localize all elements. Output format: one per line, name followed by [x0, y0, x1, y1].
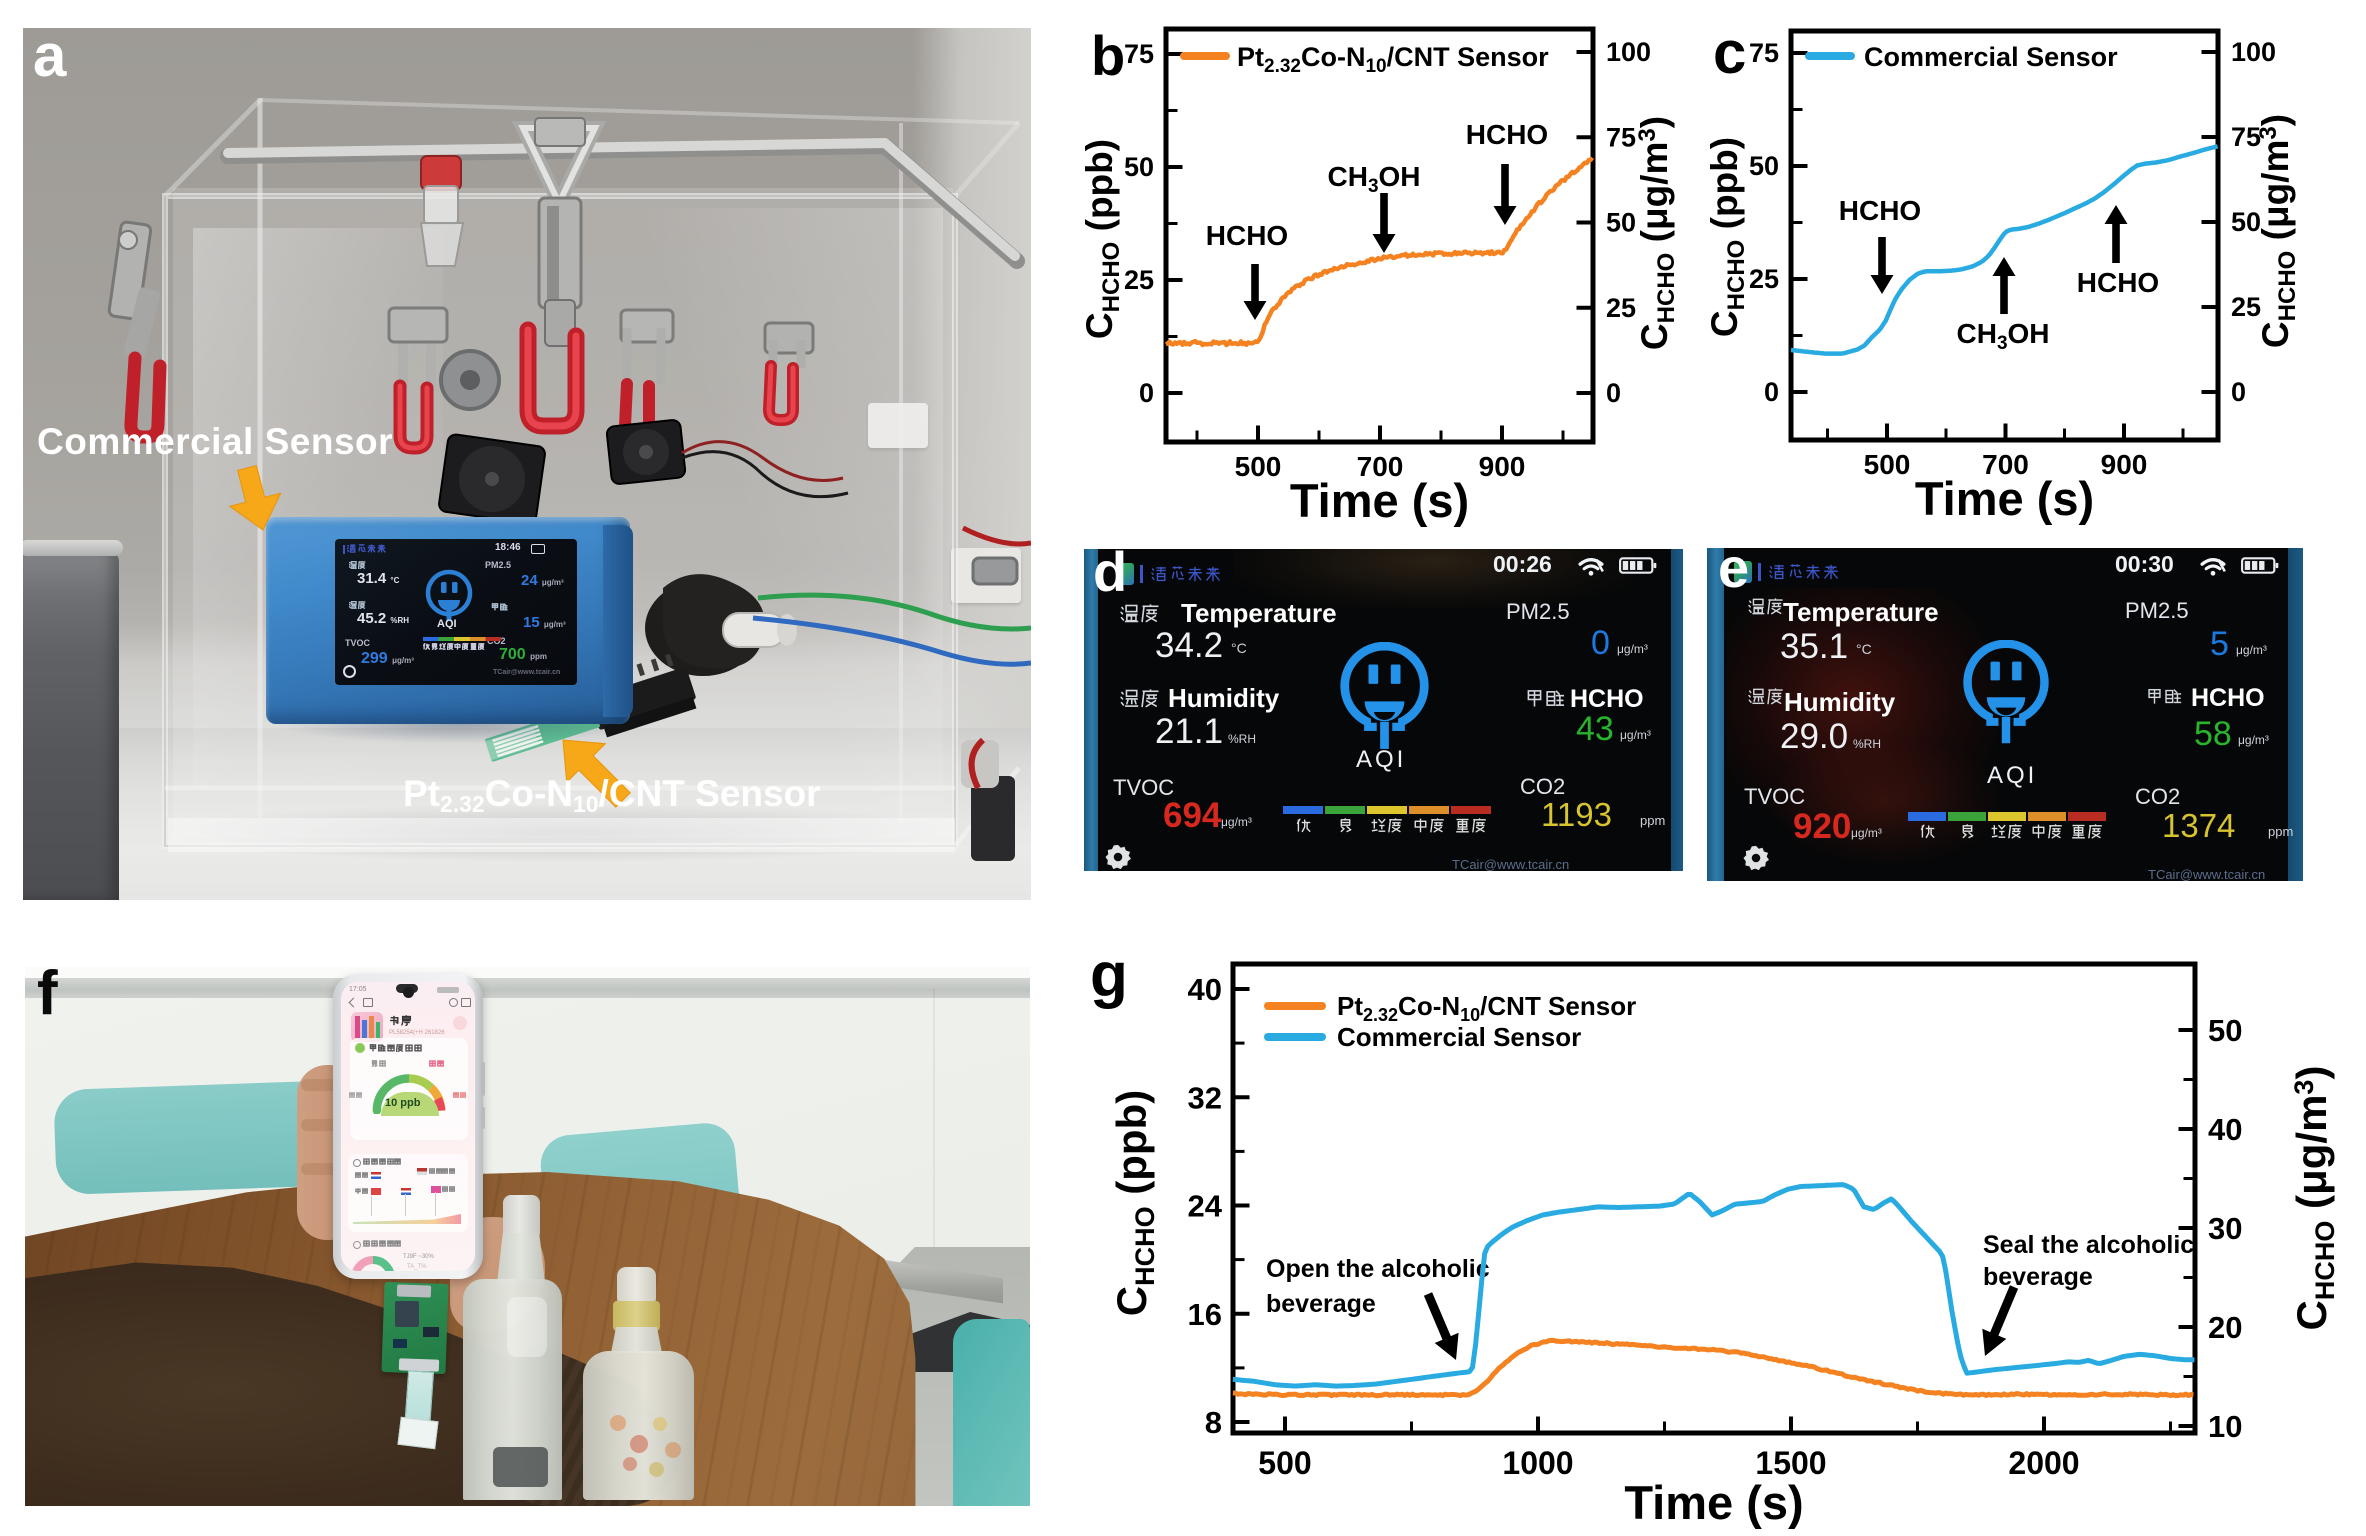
svg-text:Seal the alcoholic: Seal the alcoholic	[1983, 1231, 2194, 1259]
svg-text:Pt2.32Co-N10/CNT Sensor: Pt2.32Co-N10/CNT Sensor	[1237, 42, 1549, 77]
svg-text:50: 50	[2231, 207, 2261, 237]
svg-text:900: 900	[1479, 451, 1526, 482]
svg-text:75: 75	[1606, 122, 1636, 152]
svg-text:Time (s): Time (s)	[1624, 1476, 1803, 1529]
svg-text:25: 25	[2231, 292, 2261, 322]
svg-text:CHCHO (ppb): CHCHO (ppb)	[1079, 139, 1125, 339]
svg-text:Open the alcoholic: Open the alcoholic	[1266, 1255, 1490, 1283]
svg-text:50: 50	[2208, 1013, 2242, 1048]
svg-text:0: 0	[1606, 378, 1621, 408]
svg-text:10: 10	[2208, 1409, 2242, 1444]
svg-text:30: 30	[2208, 1211, 2242, 1246]
svg-text:g: g	[1090, 941, 1128, 1010]
svg-text:HCHO: HCHO	[1839, 195, 1921, 226]
svg-text:CHCHO (μg/m3): CHCHO (μg/m3)	[1634, 116, 1680, 350]
svg-text:0: 0	[1764, 377, 1779, 407]
svg-text:AQI: AQI	[437, 618, 457, 629]
svg-text:HCHO: HCHO	[1466, 119, 1548, 150]
svg-text:500: 500	[1235, 451, 1282, 482]
svg-text:CHCHO (μg/m3): CHCHO (μg/m3)	[2288, 1066, 2340, 1331]
svg-text:16: 16	[1188, 1297, 1222, 1332]
svg-text:c: c	[1713, 19, 1746, 86]
svg-text:25: 25	[1124, 265, 1154, 295]
svg-text:40: 40	[2208, 1112, 2242, 1147]
svg-text:HCHO: HCHO	[1206, 220, 1288, 251]
svg-text:CH3OH: CH3OH	[1327, 161, 1420, 197]
svg-text:50: 50	[1749, 151, 1779, 181]
svg-text:75: 75	[2231, 122, 2261, 152]
svg-text:50: 50	[1124, 152, 1154, 182]
svg-text:8: 8	[1205, 1405, 1222, 1440]
svg-text:Time (s): Time (s)	[1290, 474, 1469, 527]
svg-text:24: 24	[1188, 1189, 1223, 1224]
svg-text:beverage: beverage	[1983, 1263, 2093, 1291]
svg-text:20: 20	[2208, 1310, 2242, 1345]
svg-text:25: 25	[1749, 264, 1779, 294]
svg-text:CH3OH: CH3OH	[1956, 318, 2049, 354]
svg-text:2000: 2000	[2008, 1445, 2079, 1481]
svg-text:500: 500	[1258, 1445, 1311, 1481]
svg-text:100: 100	[1606, 37, 1651, 67]
svg-text:700: 700	[1357, 451, 1404, 482]
svg-text:Time (s): Time (s)	[1915, 472, 2094, 525]
svg-text:b: b	[1091, 24, 1125, 87]
svg-text:1500: 1500	[1755, 1445, 1826, 1481]
svg-text:CHCHO (ppb): CHCHO (ppb)	[1108, 1090, 1160, 1316]
svg-text:beverage: beverage	[1266, 1290, 1376, 1318]
svg-text:Commercial Sensor: Commercial Sensor	[1864, 42, 2118, 72]
svg-text:CHCHO (μg/m3): CHCHO (μg/m3)	[2255, 114, 2301, 348]
svg-text:HCHO: HCHO	[2077, 267, 2159, 298]
svg-text:500: 500	[1864, 449, 1911, 480]
svg-text:100: 100	[2231, 37, 2276, 67]
svg-text:1000: 1000	[1502, 1445, 1573, 1481]
svg-text:900: 900	[2101, 449, 2148, 480]
svg-text:75: 75	[1749, 38, 1779, 68]
svg-text:Commercial Sensor: Commercial Sensor	[1337, 1022, 1581, 1052]
svg-text:50: 50	[1606, 208, 1636, 238]
svg-text:0: 0	[1139, 378, 1154, 408]
svg-text:40: 40	[1188, 972, 1222, 1007]
svg-text:25: 25	[1606, 293, 1636, 323]
svg-text:0: 0	[2231, 377, 2246, 407]
svg-text:32: 32	[1188, 1080, 1222, 1115]
svg-text:CHCHO (ppb): CHCHO (ppb)	[1704, 137, 1750, 337]
svg-text:Pt2.32Co-N10/CNT Sensor: Pt2.32Co-N10/CNT Sensor	[1337, 991, 1636, 1025]
svg-text:75: 75	[1124, 39, 1154, 69]
svg-text:700: 700	[1982, 449, 2029, 480]
